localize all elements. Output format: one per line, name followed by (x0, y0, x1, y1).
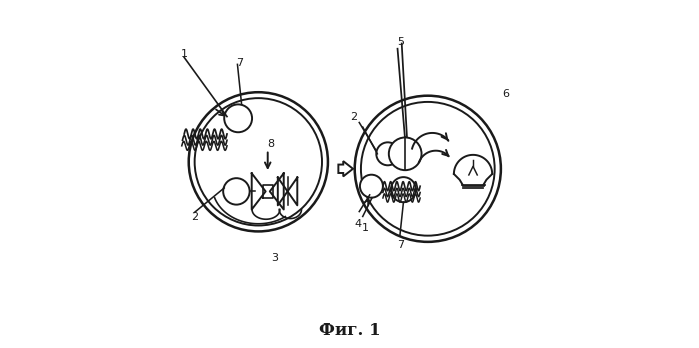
Circle shape (360, 175, 383, 198)
Text: Фиг. 1: Фиг. 1 (319, 322, 380, 339)
Text: 1: 1 (181, 49, 188, 59)
Circle shape (189, 92, 328, 231)
Polygon shape (338, 161, 353, 176)
Text: 2: 2 (191, 213, 199, 222)
Circle shape (194, 98, 322, 226)
Circle shape (391, 177, 416, 202)
Circle shape (389, 137, 421, 170)
Text: 2: 2 (350, 112, 357, 121)
Circle shape (361, 102, 495, 236)
Circle shape (376, 142, 399, 165)
Text: 7: 7 (398, 240, 405, 250)
Text: 3: 3 (271, 253, 278, 262)
Text: 5: 5 (398, 37, 405, 47)
Text: 8: 8 (268, 140, 275, 149)
Circle shape (224, 104, 252, 132)
Circle shape (223, 178, 250, 205)
Text: 6: 6 (502, 89, 509, 99)
Circle shape (354, 96, 501, 242)
Text: 7: 7 (236, 58, 243, 68)
Text: 4: 4 (354, 220, 362, 229)
Text: 1: 1 (361, 223, 368, 233)
